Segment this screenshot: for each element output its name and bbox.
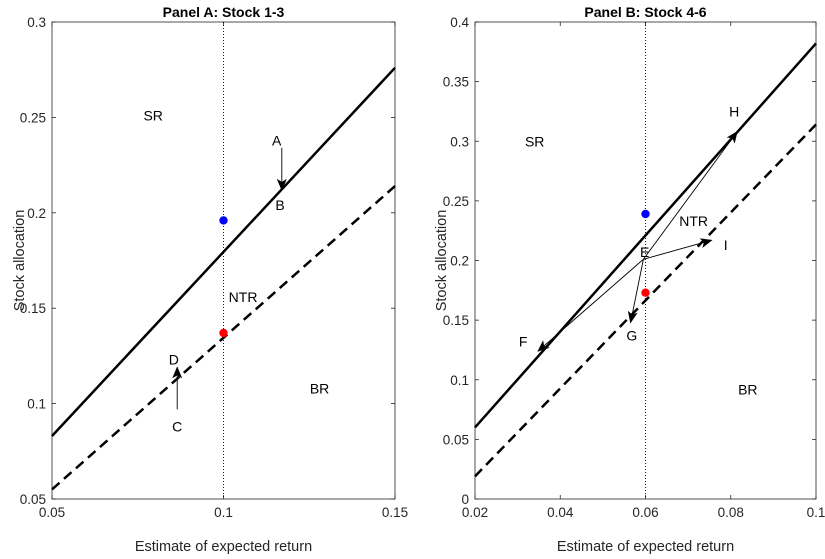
panel-b-annotation-label: E xyxy=(640,244,649,260)
panel-a-xlabel: Estimate of expected return xyxy=(135,539,312,555)
panel-b-xlabel: Estimate of expected return xyxy=(557,539,734,555)
panel-b-ylabel: Stock allocation xyxy=(434,210,450,312)
panel-a-x-tick-label: 0.15 xyxy=(382,505,408,520)
panel-b-y-tick-label: 0.2 xyxy=(450,254,469,269)
panel-a-y-tick-label: 0.05 xyxy=(20,492,46,507)
panel-b-y-tick-label: 0.4 xyxy=(450,15,469,30)
panel-b-solid-boundary-line xyxy=(474,42,817,429)
panel-b-annotation-label: H xyxy=(729,103,739,119)
panel-b-annotation-label: F xyxy=(519,334,528,350)
panel-b-y-tick-label: 0.35 xyxy=(443,75,469,90)
panel-b-arrow xyxy=(643,238,713,260)
panel-a-x-tick-label: 0.1 xyxy=(214,505,233,520)
panel-b-y-tick-label: 0.05 xyxy=(443,432,469,447)
panel-a-annotation-label: C xyxy=(172,418,182,434)
panel-b-red-point xyxy=(641,288,650,297)
panel-b-annotation-label: SR xyxy=(525,133,544,149)
panel-b-blue-point xyxy=(641,209,650,219)
panel-a-annotation-label: B xyxy=(275,197,284,213)
panel-a-y-tick-label: 0.2 xyxy=(27,206,46,221)
panel-a-annotation-label: NTR xyxy=(229,289,258,305)
panel-a-blue-point xyxy=(219,216,228,225)
panel-b-y-tick-label: 0.15 xyxy=(443,313,469,328)
panel-b-annotation-label: G xyxy=(626,328,637,344)
panel-b-dashed-boundary-line xyxy=(474,123,817,478)
panel-b-annotation-label: BR xyxy=(738,381,757,397)
panel-b-y-tick-label: 0.3 xyxy=(450,134,469,149)
panel-a-title: Panel A: Stock 1-3 xyxy=(163,4,285,20)
panel-a-red-point xyxy=(219,328,228,338)
panel-a-marks: SR NTR BR A B C D xyxy=(51,22,396,499)
panel-a-annotation-label: D xyxy=(169,352,179,368)
panel-b-x-tick-label: 0.08 xyxy=(718,505,744,520)
panel-a-y-tick-label: 0.3 xyxy=(27,15,46,30)
panel-a-axes-frame xyxy=(51,21,396,500)
panel-b: Panel B: Stock 4-6 Estimate of expected … xyxy=(434,4,825,555)
panel-a-annotation-label: A xyxy=(272,132,282,148)
panel-b-arrow xyxy=(627,259,644,324)
panel-a-ylabel: Stock allocation xyxy=(12,210,28,312)
panel-a-dashed-boundary-line xyxy=(51,185,396,491)
panel-b-x-tick-label: 0.1 xyxy=(807,505,825,520)
panel-b-y-tick-label: 0.1 xyxy=(450,373,469,388)
panel-a-annotation-label: BR xyxy=(310,380,329,396)
panel-b-x-tick-label: 0.02 xyxy=(462,505,488,520)
panel-a-solid-boundary-line xyxy=(51,66,396,437)
panel-a-y-tick-label: 0.1 xyxy=(27,397,46,412)
panel-b-y-tick-label: 0.25 xyxy=(443,194,469,209)
panel-b-x-tick-label: 0.04 xyxy=(547,505,574,520)
panel-b-arrow xyxy=(537,258,644,352)
panel-a: Panel A: Stock 1-3 Estimate of expected … xyxy=(12,4,408,555)
panel-a-y-tick-label: 0.15 xyxy=(20,301,46,316)
panel-b-title: Panel B: Stock 4-6 xyxy=(584,4,706,20)
panel-a-y-tick-label: 0.25 xyxy=(20,110,46,125)
panel-b-annotation-label: I xyxy=(724,237,728,253)
panel-b-y-tick-label: 0 xyxy=(461,492,469,507)
panel-b-ticks: 0.02 0.04 0.06 0.08 0.1 0 0.05 0.1 0.15 0.2 0.25 0.… xyxy=(443,15,825,520)
panel-a-x-tick-label: 0.05 xyxy=(39,505,65,520)
panel-a-annotation-label: SR xyxy=(143,107,162,123)
panel-a-ticks: 0.05 0.1 0.15 0.05 0.1 0.15 0.2 0.25 0.3 xyxy=(20,15,408,520)
panel-b-marks: SR NTR BR E H I G F xyxy=(474,22,817,499)
panel-b-x-tick-label: 0.06 xyxy=(632,505,658,520)
panel-b-annotation-label: NTR xyxy=(679,213,708,229)
panel-b-arrow xyxy=(643,130,738,260)
